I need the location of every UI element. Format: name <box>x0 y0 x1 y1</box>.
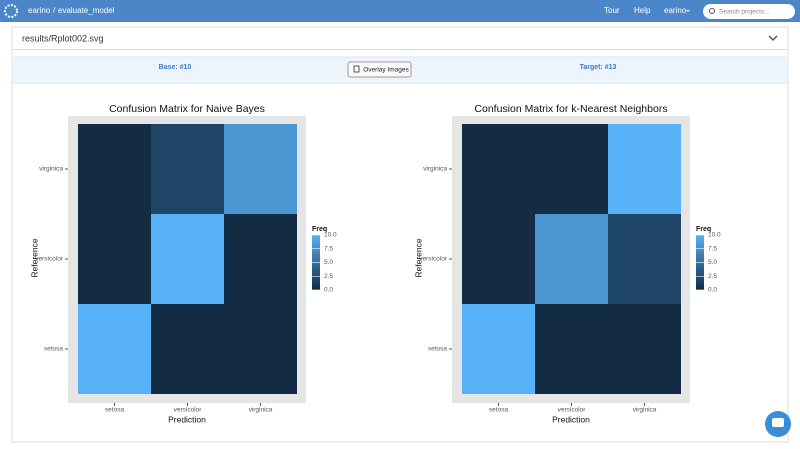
charts: Confusion Matrix for Naive Bayes setosa ve… <box>29 103 721 424</box>
heatmap-cell <box>462 214 535 304</box>
heatmap-cell <box>535 304 608 394</box>
file-path: results/Rplot002.svg <box>22 33 104 43</box>
heatmap-cell <box>151 304 224 394</box>
collapse-chevron[interactable] <box>768 35 778 42</box>
colorbar-label: 2.5 <box>708 273 717 280</box>
divider <box>12 49 788 50</box>
nav-link[interactable]: Tour <box>604 6 620 15</box>
y-tick-label: versicolor <box>419 256 448 263</box>
heatmap-cell <box>224 124 297 214</box>
colorbar-label: 10.0 <box>324 232 337 239</box>
heatmap-cell <box>462 304 535 394</box>
overlay-button[interactable] <box>347 61 412 78</box>
colorbar-label: 10.0 <box>708 232 721 239</box>
search-box[interactable] <box>703 4 795 19</box>
x-tick-label: virginica <box>633 407 657 414</box>
x-tick-label: setosa <box>489 407 509 414</box>
heatmap-cell <box>224 304 297 394</box>
colorbar-label: 0.0 <box>324 287 333 294</box>
heatmap-cell <box>78 124 151 214</box>
heatmap-cell <box>224 214 297 304</box>
repo-name[interactable]: evaluate_model <box>58 6 115 15</box>
nav-link[interactable]: earino <box>664 6 687 15</box>
overlay-button-label: Overlay Images <box>363 67 409 74</box>
x-tick-label: virginica <box>249 407 273 414</box>
search-placeholder: Search projects... <box>719 9 770 16</box>
chat-icon <box>772 418 784 427</box>
button-icon <box>353 65 360 73</box>
logo[interactable] <box>4 4 18 18</box>
repo-owner[interactable]: earino <box>28 6 51 15</box>
colorbar-label: 7.5 <box>324 245 333 252</box>
y-tick-label: versicolor <box>35 256 64 263</box>
x-tick-label: setosa <box>105 407 125 414</box>
y-tick-label: virginica <box>39 166 63 173</box>
heatmap-cell <box>608 214 681 304</box>
y-tick-label: setosa <box>428 346 448 353</box>
heatmap-cell <box>151 214 224 304</box>
nav-link[interactable]: Help <box>634 6 651 15</box>
dropdown-caret <box>686 10 690 12</box>
chart-title: Confusion Matrix for Naive Bayes <box>109 103 265 115</box>
legend-title: Freq <box>696 226 711 233</box>
heatmap-cell <box>535 214 608 304</box>
heatmap-cell <box>608 304 681 394</box>
x-axis-label: Prediction <box>552 414 590 424</box>
x-axis-label: Prediction <box>168 414 206 424</box>
chart-title: Confusion Matrix for k-Nearest Neighbors <box>474 103 667 115</box>
heatmap-cell <box>78 214 151 304</box>
y-tick-label: virginica <box>423 166 447 173</box>
x-tick-label: versicolor <box>174 407 203 414</box>
base-label[interactable]: Base: #10 <box>159 64 192 71</box>
y-tick-label: setosa <box>44 346 64 353</box>
colorbar-label: 2.5 <box>324 273 333 280</box>
colorbar-label: 5.0 <box>708 259 717 266</box>
y-axis-label: Reference <box>413 238 423 277</box>
colorbar-label: 0.0 <box>708 287 717 294</box>
colorbar-label: 5.0 <box>324 259 333 266</box>
target-label[interactable]: Target: #13 <box>580 64 617 71</box>
colorbar-label: 7.5 <box>708 245 717 252</box>
heatmap-cell <box>151 124 224 214</box>
heatmap-cell <box>535 124 608 214</box>
navbar <box>0 0 800 22</box>
separator: / <box>53 6 56 15</box>
heatmap-cell <box>78 304 151 394</box>
x-tick-label: versicolor <box>558 407 587 414</box>
heatmap-cell <box>608 124 681 214</box>
legend-title: Freq <box>312 226 327 233</box>
search-icon <box>709 8 715 14</box>
y-axis-label: Reference <box>29 238 39 277</box>
heatmap-cell <box>462 124 535 214</box>
